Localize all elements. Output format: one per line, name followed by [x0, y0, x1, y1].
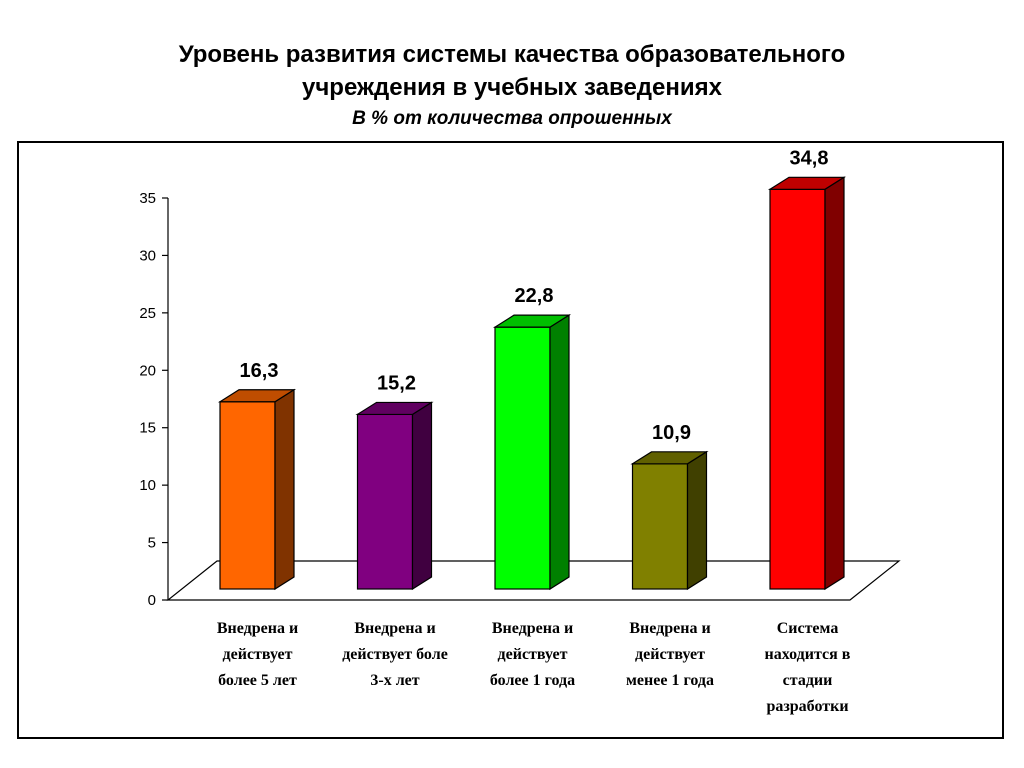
bar-top: [630, 451, 709, 465]
x-category-label: Внедрена и действует более 5 лет: [217, 620, 298, 689]
chart-title-line-2: учреждения в учебных заведениях: [302, 74, 722, 101]
y-tick-label: 10: [139, 477, 156, 494]
x-category-label: Внедрена и действует более 1 года: [490, 620, 575, 689]
bar-side: [411, 401, 433, 591]
x-category-label: Система находится в стадии разработки: [765, 620, 851, 715]
data-label: 15,2: [377, 372, 416, 394]
bar-side: [549, 314, 570, 591]
y-tick-label: 30: [139, 247, 156, 264]
chart-title-line-1: Уровень развития системы качества образо…: [178, 41, 846, 68]
y-tick-label: 15: [139, 420, 156, 437]
bar-side: [686, 450, 708, 591]
data-label: 16,3: [240, 360, 279, 382]
bar: [356, 413, 414, 590]
chart-title: Уровень развития системы качества образо…: [0, 38, 1024, 104]
y-tick-label: 0: [148, 592, 156, 609]
data-label: 34,8: [790, 147, 829, 169]
bar: [631, 463, 689, 590]
bar-side: [274, 388, 295, 591]
x-category-label: Внедрена и действует боле 3-х лет: [342, 620, 448, 689]
bar-top: [492, 314, 572, 328]
bar: [494, 326, 551, 590]
bar: [219, 401, 276, 590]
x-category-label: Внедрена и действует менее 1 года: [626, 620, 714, 689]
data-label: 22,8: [515, 285, 554, 307]
y-tick-label: 35: [139, 190, 156, 207]
bar: [769, 188, 826, 590]
y-tick-label: 5: [148, 535, 156, 552]
y-tick-label: 20: [139, 362, 156, 379]
bar-top: [767, 176, 847, 190]
bar-top: [217, 389, 297, 403]
bar-side: [824, 176, 845, 591]
chart-subtitle: В % от количества опрошенных: [352, 108, 672, 129]
bar-top: [355, 401, 434, 416]
data-label: 10,9: [652, 422, 691, 444]
y-tick-label: 25: [139, 305, 156, 322]
